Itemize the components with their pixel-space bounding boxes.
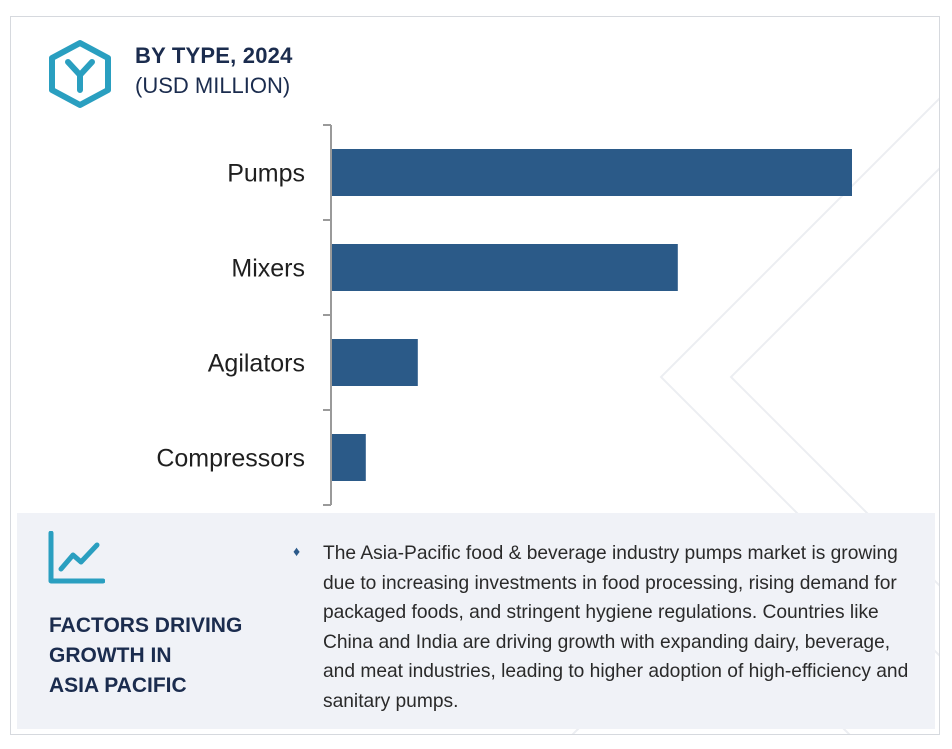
bar-chart: Pumps Mixers Agilators Compressors [156,124,852,506]
factors-title-line: ASIA PACIFIC [49,674,187,697]
factors-title-line: FACTORS DRIVING [49,614,243,637]
bar-mixers [332,244,678,291]
factors-title: FACTORS DRIVING GROWTH IN ASIA PACIFIC [49,611,279,701]
category-label: Mixers [231,255,305,283]
factors-panel: FACTORS DRIVING GROWTH IN ASIA PACIFIC ♦… [17,513,935,729]
chart-subtitle: (USD MILLION) [135,73,291,98]
category-label: Agilators [208,350,305,378]
bar-pumps [332,149,852,196]
factors-description: The Asia-Pacific food & beverage industr… [323,543,909,712]
chart-title: BY TYPE, 2024 [135,43,293,68]
hexagon-y-logo-icon [49,40,111,108]
line-chart-trend-icon [48,531,105,584]
bar-compressors [332,434,366,481]
factors-title-line: GROWTH IN [49,644,172,667]
category-label: Compressors [156,445,305,473]
infographic-card: BY TYPE, 2024 (USD MILLION) Pumps Mixers A… [10,16,940,735]
diamond-bullet-icon: ♦ [293,543,301,559]
category-label: Pumps [227,160,305,188]
bar-agilators [332,339,418,386]
